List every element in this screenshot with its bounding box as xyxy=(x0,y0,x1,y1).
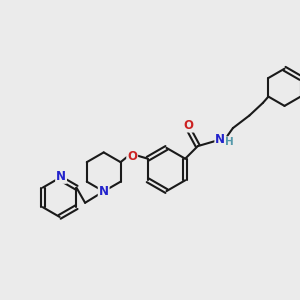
Text: N: N xyxy=(99,185,109,198)
Text: N: N xyxy=(215,133,225,146)
Text: O: O xyxy=(184,118,194,132)
Text: H: H xyxy=(225,137,234,147)
Text: N: N xyxy=(56,170,66,183)
Text: O: O xyxy=(127,150,137,163)
